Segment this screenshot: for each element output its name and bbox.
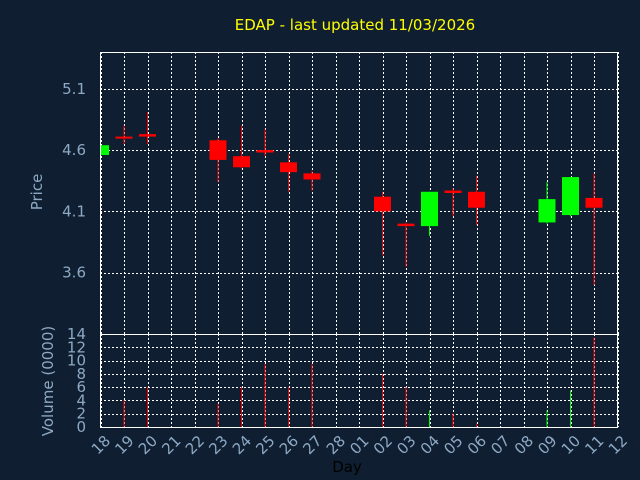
x-tick-label: 19 bbox=[111, 432, 137, 458]
x-tick-label: 24 bbox=[229, 432, 255, 458]
candle bbox=[562, 177, 579, 217]
candle bbox=[139, 112, 156, 144]
price-tick-label: 3.6 bbox=[62, 264, 86, 282]
x-tick-label: 07 bbox=[487, 432, 513, 458]
chart-title: EDAP - last updated 11/03/2026 bbox=[235, 16, 475, 34]
candle bbox=[100, 145, 109, 157]
x-tick-label: 11 bbox=[581, 432, 607, 458]
x-tick-label: 12 bbox=[605, 432, 631, 458]
x-tick-label: 23 bbox=[205, 432, 231, 458]
price-tick-label: 4.1 bbox=[62, 202, 86, 220]
candle-body bbox=[397, 223, 415, 227]
x-tick-label: 27 bbox=[299, 432, 325, 458]
candle bbox=[444, 188, 462, 217]
candle-body bbox=[421, 191, 438, 227]
candle bbox=[374, 191, 391, 256]
plot-frames bbox=[100, 52, 618, 428]
candle bbox=[538, 181, 556, 224]
x-tick-label: 09 bbox=[534, 432, 560, 458]
candle-body bbox=[562, 177, 579, 216]
volume-tick-label: 12 bbox=[67, 338, 86, 356]
x-tick-label: 26 bbox=[276, 432, 302, 458]
candle-body bbox=[100, 145, 109, 155]
volume-tick-label: 8 bbox=[76, 365, 86, 383]
candle-body bbox=[444, 190, 462, 193]
volume-tick-label: 10 bbox=[67, 352, 86, 370]
volume-plot-frame bbox=[100, 334, 618, 428]
price-tick-label: 5.1 bbox=[62, 80, 86, 98]
price-axis-label: Price bbox=[28, 174, 46, 211]
candle-body bbox=[538, 199, 556, 223]
candle bbox=[421, 191, 438, 236]
candle-body bbox=[303, 173, 321, 180]
volume-series bbox=[123, 337, 595, 427]
x-tick-label: 06 bbox=[464, 432, 490, 458]
x-tick-label: 05 bbox=[440, 432, 466, 458]
candle-body bbox=[468, 191, 485, 208]
price-tick-label: 4.6 bbox=[62, 141, 86, 159]
candle bbox=[303, 170, 321, 191]
candle bbox=[115, 125, 133, 144]
volume-axis-label: Volume (0000) bbox=[39, 326, 57, 436]
candle bbox=[585, 173, 603, 285]
candle bbox=[209, 137, 227, 182]
candle-body bbox=[280, 162, 297, 173]
candle bbox=[397, 222, 415, 267]
candle-body bbox=[115, 136, 133, 139]
candlestick-series bbox=[100, 112, 603, 285]
candle bbox=[256, 129, 274, 157]
x-tick-label: 20 bbox=[135, 432, 161, 458]
candle-body bbox=[374, 196, 391, 212]
x-tick-label: 10 bbox=[558, 432, 584, 458]
candle-body bbox=[209, 140, 227, 160]
x-tick-label: 21 bbox=[158, 432, 184, 458]
volume-tick-label: 4 bbox=[76, 391, 86, 409]
x-tick-label: 22 bbox=[182, 432, 208, 458]
x-tick-label: 25 bbox=[252, 432, 278, 458]
candle-body bbox=[585, 197, 603, 208]
candle bbox=[468, 175, 485, 225]
x-tick-label: 04 bbox=[417, 432, 443, 458]
candle-body bbox=[256, 150, 274, 153]
x-tick-label: 18 bbox=[88, 432, 114, 458]
volume-tick-label: 6 bbox=[76, 378, 86, 396]
grid-lines bbox=[100, 52, 619, 428]
candle bbox=[280, 153, 297, 192]
x-axis-label: Day bbox=[332, 458, 362, 476]
x-tick-label: 03 bbox=[393, 432, 419, 458]
candle-body bbox=[139, 134, 156, 137]
x-tick-label: 28 bbox=[323, 432, 349, 458]
candle bbox=[233, 125, 250, 169]
candle-body bbox=[233, 156, 250, 168]
x-tick-label: 01 bbox=[346, 432, 372, 458]
x-tick-label: 02 bbox=[370, 432, 396, 458]
volume-tick-label: 2 bbox=[76, 405, 86, 423]
volume-tick-label: 14 bbox=[67, 325, 86, 343]
x-tick-label: 08 bbox=[511, 432, 537, 458]
volume-tick-label: 0 bbox=[76, 418, 86, 436]
